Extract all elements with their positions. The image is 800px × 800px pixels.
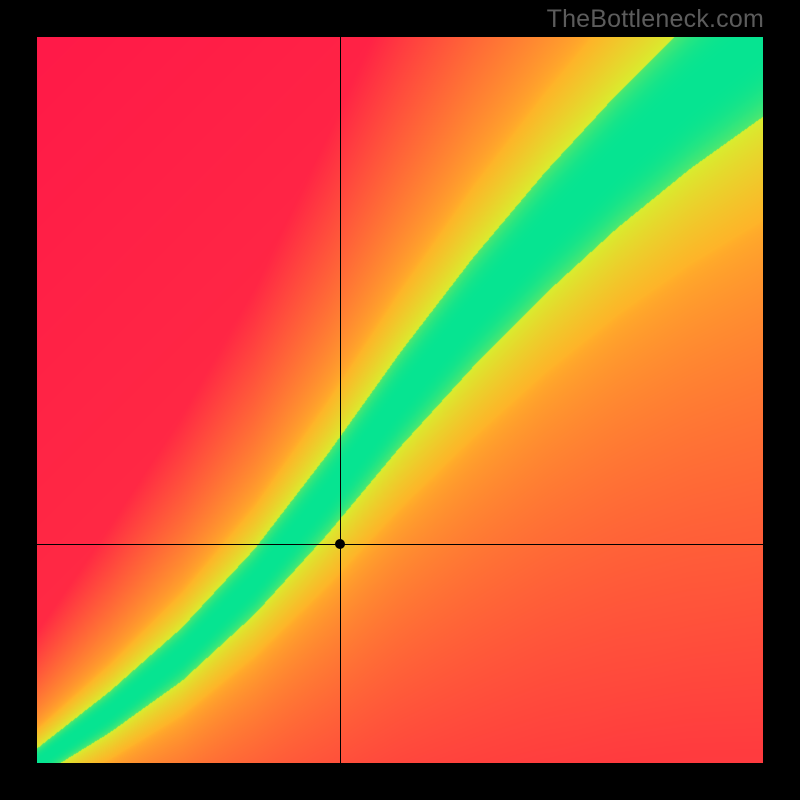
heatmap-canvas (37, 37, 763, 763)
crosshair-horizontal (37, 544, 763, 546)
watermark-label: TheBottleneck.com (547, 5, 764, 34)
crosshair-vertical (340, 37, 342, 763)
